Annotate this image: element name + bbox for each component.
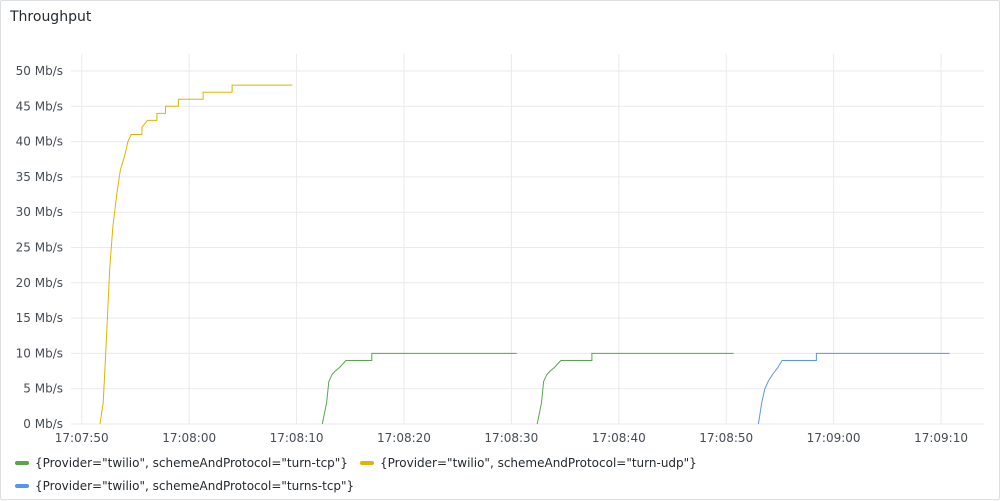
y-tick-label: 0 Mb/s (23, 417, 63, 431)
y-tick-label: 10 Mb/s (16, 346, 63, 360)
x-tick-label: 17:08:00 (162, 431, 216, 445)
series-line-turn-tcp (321, 352, 517, 425)
series-line-turns-tcp (757, 352, 950, 425)
y-tick-label: 40 Mb/s (16, 135, 63, 149)
y-tick-label: 35 Mb/s (16, 170, 63, 184)
legend-item-turn-udp[interactable]: {Provider="twilio", schemeAndProtocol="t… (359, 455, 697, 470)
legend-item-turns-tcp[interactable]: {Provider="twilio", schemeAndProtocol="t… (15, 479, 354, 493)
y-tick-label: 15 Mb/s (16, 311, 63, 325)
legend-swatch-turn-tcp (15, 460, 29, 465)
x-tick-label: 17:08:20 (377, 431, 431, 445)
legend-row-1: {Provider="twilio", schemeAndProtocol="t… (15, 451, 985, 474)
y-tick-label: 20 Mb/s (16, 276, 63, 290)
legend-label-turn-udp: {Provider="twilio", schemeAndProtocol="t… (379, 455, 697, 470)
legend-row-2: {Provider="twilio", schemeAndProtocol="t… (15, 474, 985, 497)
legend-swatch-turns-tcp (15, 483, 29, 488)
x-tick-label: 17:09:00 (807, 431, 861, 445)
series-line-turn-tcp (536, 352, 734, 425)
x-tick-label: 17:08:40 (592, 431, 646, 445)
y-tick-label: 30 Mb/s (16, 205, 63, 219)
series-lines (99, 84, 950, 425)
legend-swatch-turn-udp (359, 460, 374, 465)
panel-title[interactable]: Throughput (10, 9, 92, 25)
x-tick-label: 17:08:10 (270, 431, 324, 445)
series-line-turn-udp (99, 84, 293, 425)
y-tick-label: 25 Mb/s (16, 241, 63, 255)
legend-label-turn-tcp: {Provider="twilio", schemeAndProtocol="t… (35, 455, 348, 470)
grid (71, 54, 984, 425)
x-tick-label: 17:08:50 (699, 431, 753, 445)
chart-legend: {Provider="twilio", schemeAndProtocol="t… (15, 451, 985, 497)
y-tick-label: 45 Mb/s (16, 99, 63, 113)
x-tick-label: 17:09:10 (914, 431, 968, 445)
legend-label-turns-tcp: {Provider="twilio", schemeAndProtocol="t… (35, 478, 355, 493)
y-axis: 0 Mb/s 5 Mb/s 10 Mb/s 15 Mb/s 20 Mb/s 25 Mb/s… (16, 64, 63, 431)
x-tick-label: 17:08:30 (484, 431, 538, 445)
x-axis: 17:07:50 17:08:00 17:08:10 17:08:20 17:08:30… (55, 431, 968, 445)
legend-item-turn-tcp[interactable]: {Provider="twilio", schemeAndProtocol="t… (15, 456, 348, 470)
y-tick-label: 50 Mb/s (16, 64, 63, 78)
y-tick-label: 5 Mb/s (23, 382, 63, 396)
x-tick-label: 17:07:50 (55, 431, 109, 445)
